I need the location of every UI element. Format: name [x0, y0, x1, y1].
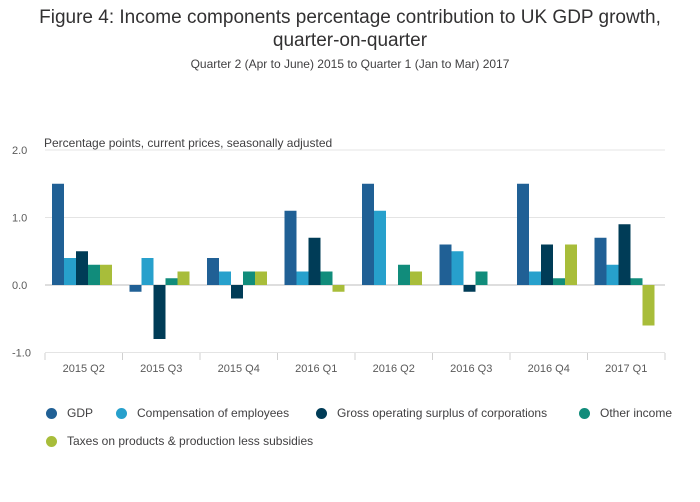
legend-label: Other income — [600, 406, 673, 420]
bar — [374, 210, 386, 285]
legend-label: Compensation of employees — [137, 406, 290, 420]
legend-marker — [579, 407, 590, 419]
bar — [618, 224, 631, 285]
legend-item: Other income — [579, 406, 672, 420]
bar — [100, 264, 112, 285]
bar — [606, 264, 619, 285]
y-tick-label: -1.0 — [12, 348, 31, 360]
legend-marker — [316, 407, 327, 419]
bar — [141, 258, 154, 285]
bar — [165, 278, 178, 285]
x-tick-label: 2016 Q4 — [528, 363, 570, 375]
bar — [308, 237, 321, 285]
bar — [129, 285, 142, 292]
bar — [296, 271, 309, 285]
bar — [439, 244, 452, 285]
bar — [255, 271, 267, 285]
chart-subtitle: Quarter 2 (Apr to June) 2015 to Quarter … — [190, 57, 510, 71]
bar — [207, 258, 219, 285]
y-tick-label: 1.0 — [12, 213, 27, 225]
legend-marker — [46, 435, 57, 447]
bar — [517, 183, 529, 285]
bar — [362, 183, 374, 285]
bar — [320, 271, 333, 285]
legend-item: Gross operating surplus of corporations — [316, 406, 547, 420]
bar — [52, 183, 64, 285]
legend-label: Taxes on products & production less subs… — [67, 434, 314, 448]
bar — [642, 285, 655, 326]
bar — [553, 278, 565, 285]
bar — [284, 210, 297, 285]
y-tick-label: 0.0 — [12, 280, 27, 292]
legend-item: GDP — [46, 406, 93, 420]
legend-item: Taxes on products & production less subs… — [46, 434, 313, 448]
bar — [529, 271, 541, 285]
bar — [463, 285, 476, 292]
x-tick-label: 2015 Q2 — [63, 363, 105, 375]
chart-title-line2: quarter-on-quarter — [272, 30, 428, 51]
bar — [76, 251, 88, 285]
chart-title-line1: Figure 4: Income components percentage c… — [39, 7, 661, 28]
bar — [88, 264, 100, 285]
bar — [243, 271, 255, 285]
legend-label: Gross operating surplus of corporations — [337, 406, 548, 420]
bar — [398, 264, 410, 285]
x-tick-label: 2017 Q1 — [605, 363, 647, 375]
y-tick-label: 2.0 — [12, 145, 27, 157]
x-tick-label: 2015 Q4 — [218, 363, 260, 375]
y-axis-label: Percentage points, current prices, seaso… — [44, 136, 332, 150]
bar — [594, 237, 607, 285]
bar — [541, 244, 553, 285]
bar — [153, 285, 166, 339]
x-tick-label: 2016 Q2 — [373, 363, 415, 375]
legend-marker — [116, 407, 127, 419]
chart-title: Figure 4: Income components percentage c… — [0, 6, 700, 52]
bar — [451, 251, 464, 285]
x-tick-label: 2016 Q1 — [295, 363, 337, 375]
bar — [219, 271, 231, 285]
legend-marker — [46, 407, 57, 419]
legend-item: Compensation of employees — [116, 406, 289, 420]
bar — [231, 285, 243, 299]
legend-label: GDP — [67, 406, 94, 420]
x-tick-label: 2015 Q3 — [140, 363, 182, 375]
bar — [565, 244, 577, 285]
bar — [410, 271, 422, 285]
bar — [332, 285, 345, 292]
bar — [630, 278, 643, 285]
bar — [475, 271, 488, 285]
bar — [64, 258, 76, 285]
bar-chart: Percentage points, current prices, seaso… — [12, 136, 666, 375]
x-tick-label: 2016 Q3 — [450, 363, 492, 375]
bar — [177, 271, 190, 285]
